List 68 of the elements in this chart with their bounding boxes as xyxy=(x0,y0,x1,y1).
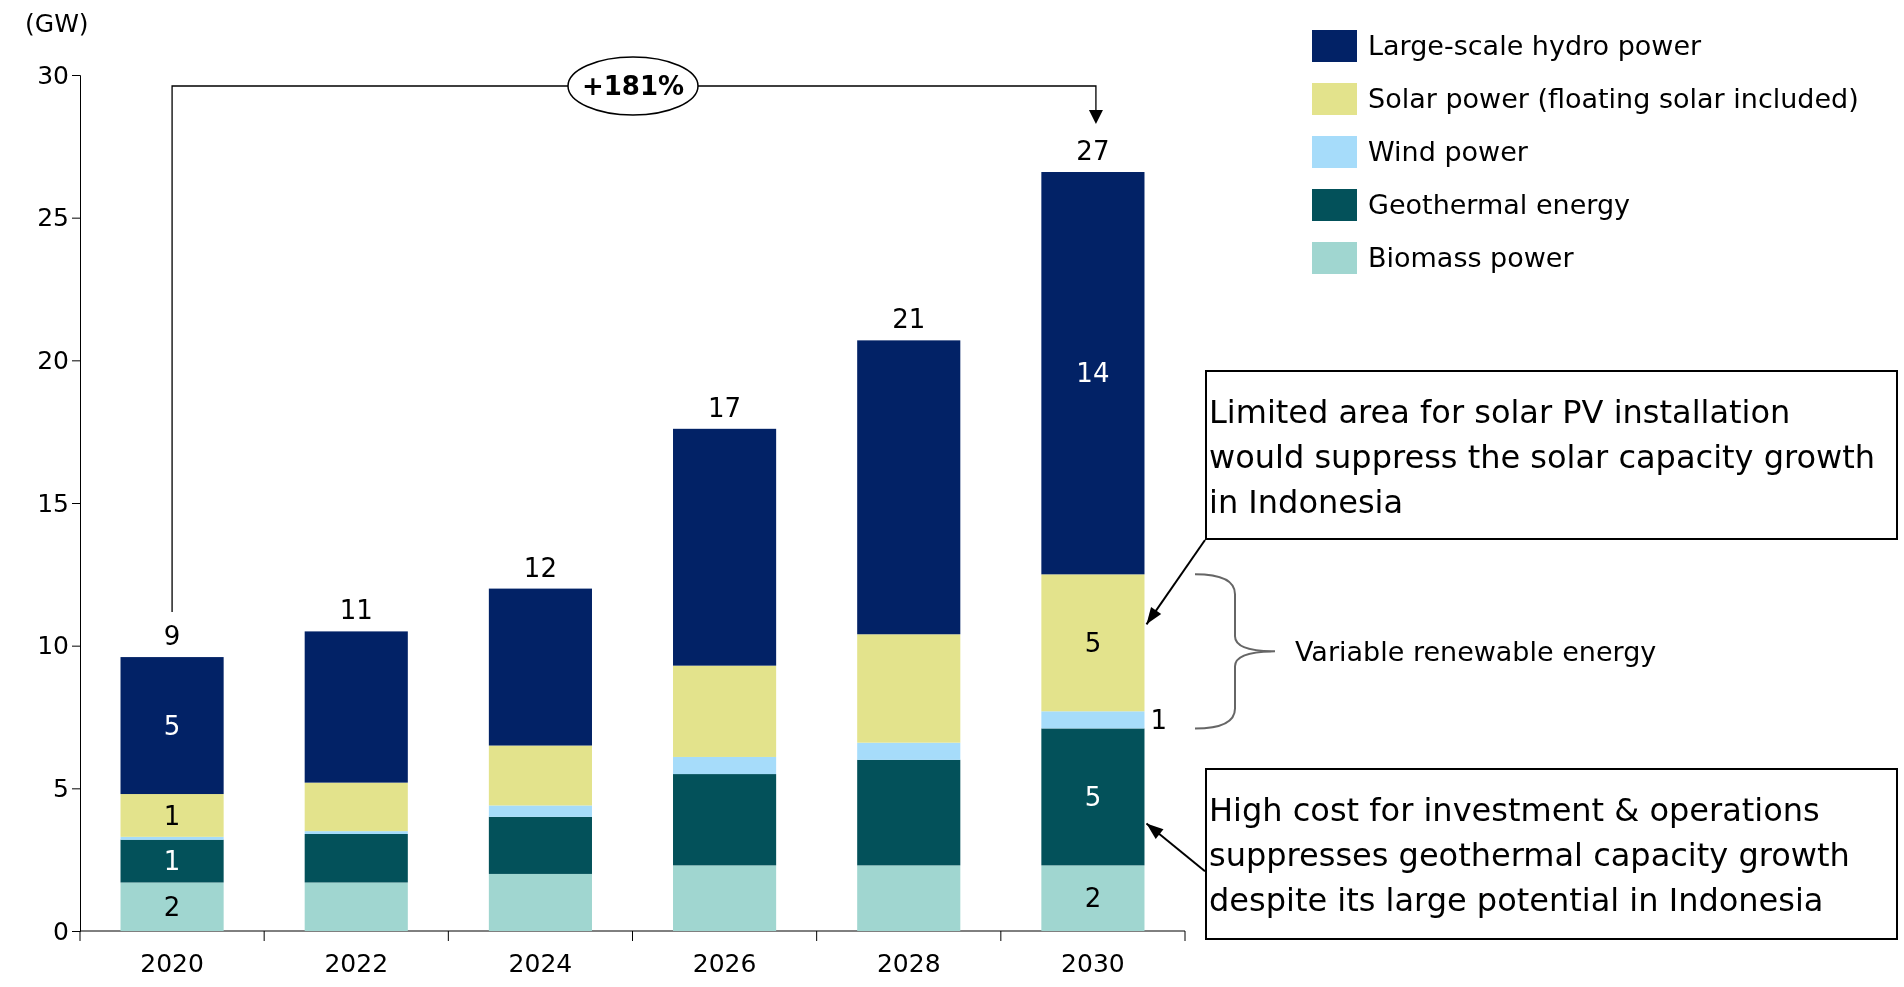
data-label: 5 xyxy=(1084,627,1102,658)
total-label: 9 xyxy=(163,621,181,652)
total-label: 12 xyxy=(523,552,557,583)
bar xyxy=(304,631,408,783)
bar xyxy=(1041,172,1145,575)
bar xyxy=(673,756,777,775)
bar xyxy=(857,634,961,743)
bar xyxy=(1041,711,1145,729)
x-tick-label: 2030 xyxy=(1061,948,1125,978)
text: High cost for investment & operations suppresses geothermal capacity growth despite its large potential in Indonesia xyxy=(1205,768,1898,940)
bar xyxy=(120,657,224,795)
data-label: 1 xyxy=(163,800,181,831)
bar xyxy=(857,340,961,635)
bar xyxy=(304,831,408,834)
legend-label: Geothermal energy xyxy=(1368,189,1631,221)
y-tick-label: 15 xyxy=(37,488,69,518)
bar xyxy=(488,588,592,746)
x-tick-label: 2024 xyxy=(508,948,573,978)
legend-label: Wind power xyxy=(1368,136,1529,168)
total-label: 21 xyxy=(892,304,926,335)
data-label: 14 xyxy=(1076,358,1110,389)
bar xyxy=(673,774,777,866)
bar xyxy=(673,865,777,931)
legend-label: Solar power (floating solar included) xyxy=(1368,83,1859,115)
bar xyxy=(304,882,408,931)
data-label: 1 xyxy=(163,846,181,877)
bar xyxy=(120,839,224,883)
bar xyxy=(857,742,961,760)
annotation: +181% xyxy=(581,71,685,102)
y-tick-label: 5 xyxy=(53,773,69,803)
total-label: 17 xyxy=(708,392,742,423)
bar xyxy=(1041,728,1145,866)
bar xyxy=(120,836,224,840)
x-tick-label: 2026 xyxy=(692,948,757,978)
bar xyxy=(673,665,777,757)
bar xyxy=(488,816,592,874)
x-tick-label: 2022 xyxy=(324,948,389,978)
legend-label: Large-scale hydro power xyxy=(1368,30,1703,62)
y-tick-label: 25 xyxy=(37,203,69,233)
data-label: 2 xyxy=(1084,883,1102,914)
bar xyxy=(857,865,961,931)
bar xyxy=(304,833,408,883)
bar xyxy=(1041,865,1145,931)
bar xyxy=(488,745,592,806)
text: Variable renewable energy xyxy=(1295,635,1657,667)
x-tick-label: 2020 xyxy=(140,948,204,978)
bar xyxy=(304,782,408,832)
y-tick-label: 10 xyxy=(37,631,69,661)
bar xyxy=(857,759,961,866)
total-label: 27 xyxy=(1076,136,1110,167)
bar xyxy=(120,794,224,837)
text: Limited area for solar PV installation would suppress the solar capacity growth in Indonesia xyxy=(1205,370,1898,540)
data-label: 2 xyxy=(163,891,181,922)
data-label: 1 xyxy=(1150,704,1168,735)
total-label: 11 xyxy=(339,595,373,626)
bar xyxy=(120,882,224,931)
bar xyxy=(1041,574,1145,712)
y-tick-label: 20 xyxy=(37,345,69,375)
bar xyxy=(488,805,592,817)
bar xyxy=(488,873,592,931)
data-label: 5 xyxy=(163,710,181,741)
bar xyxy=(673,428,777,666)
y-axis-title: (GW) xyxy=(25,9,89,38)
y-tick-label: 0 xyxy=(53,916,69,946)
x-tick-label: 2028 xyxy=(876,948,941,978)
legend-label: Biomass power xyxy=(1368,242,1575,274)
y-tick-label: 30 xyxy=(37,60,69,90)
data-label: 5 xyxy=(1084,781,1102,812)
